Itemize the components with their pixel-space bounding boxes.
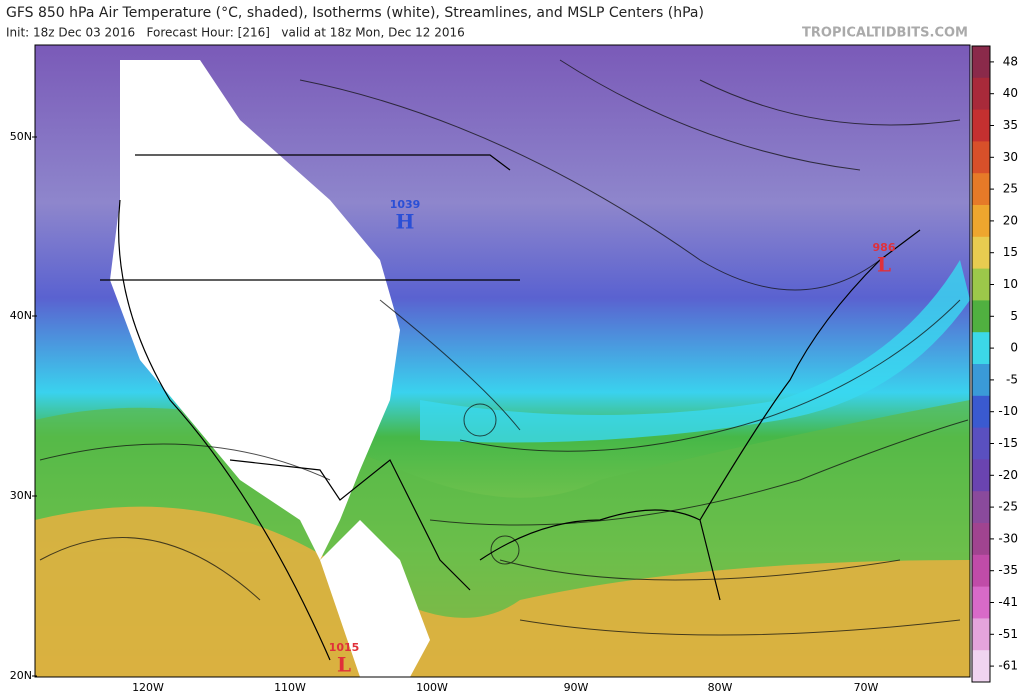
title: GFS 850 hPa Air Temperature (°C, shaded)… [6, 5, 704, 21]
subtitle: Init: 18z Dec 03 2016 Forecast Hour: [21… [6, 26, 465, 40]
lon-label: 100W [416, 681, 448, 694]
lat-label: 50N [10, 130, 32, 143]
colorbar-segment [972, 459, 990, 492]
lon-label: 90W [564, 681, 589, 694]
colorbar-label: 30 [1003, 150, 1018, 164]
colorbar-segment [972, 395, 990, 429]
colorbar-segment [972, 491, 990, 524]
borders [100, 154, 921, 661]
colorbar-label: -35 [998, 563, 1018, 577]
lat-label: 40N [10, 309, 32, 322]
colorbar-label: 5 [1010, 309, 1018, 323]
lon-label: 120W [132, 681, 164, 694]
colorbar-segment [972, 523, 990, 556]
colorbar-segment [972, 364, 990, 397]
colorbar-label: -20 [998, 468, 1018, 482]
colorbar-label: 20 [1003, 213, 1018, 227]
colorbar-label: -5 [1006, 372, 1018, 386]
terrain-mask [110, 60, 400, 560]
streamlines [39, 59, 969, 636]
terrain-mask [320, 520, 430, 677]
colorbar-frame [971, 45, 991, 683]
colorbar-segment [972, 268, 990, 301]
colorbar-segment [972, 173, 990, 206]
colorbar-segment [972, 427, 990, 460]
colorbar-label: 25 [1003, 182, 1018, 196]
colorbar-label: 40 [1003, 86, 1018, 100]
colorbar-segment [972, 586, 990, 619]
colorbar-label: 35 [1003, 118, 1018, 132]
lat-label: 20N [10, 669, 32, 682]
pressure-value: 1015 [329, 641, 360, 654]
pressure-letter: L [877, 253, 891, 277]
colorbar-segment [972, 332, 990, 365]
colorbar-segment [972, 236, 990, 270]
colorbar-label: 0 [1010, 341, 1018, 355]
colorbar-label: -15 [998, 436, 1018, 450]
map-frame [34, 44, 971, 678]
lat-label: 30N [10, 489, 32, 502]
watermark: TROPICALTIDBITS.COM [802, 26, 968, 41]
colorbar-segment [972, 77, 990, 111]
colorbar-label: 10 [1003, 277, 1018, 291]
colorbar-segment [972, 109, 990, 142]
pressure-letter: H [396, 210, 415, 234]
colorbar-segment [972, 46, 990, 79]
pressure-value: 1039 [390, 198, 421, 211]
colorbar-label: -30 [998, 531, 1018, 545]
colorbar-label: -10 [998, 404, 1018, 418]
freezing-band [420, 260, 970, 443]
colorbar-label: 48 [1003, 54, 1018, 68]
lon-label: 110W [274, 681, 306, 694]
colorbar-segment [972, 650, 990, 683]
map [34, 44, 971, 678]
colorbar-segment [972, 205, 990, 238]
colorbar-segment [972, 141, 990, 174]
pressure-value: 986 [873, 241, 896, 254]
colorbar-segment [972, 554, 990, 588]
colorbar-label: 15 [1003, 245, 1018, 259]
colorbar-label: -41 [998, 595, 1018, 609]
lon-label: 70W [854, 681, 879, 694]
hot-field [35, 506, 970, 677]
colorbar-label: -25 [998, 500, 1018, 514]
colorbar-label: -61 [998, 659, 1018, 673]
colorbar-segment [972, 300, 990, 333]
pressure-letter: L [337, 653, 351, 677]
colorbar-label: -51 [998, 627, 1018, 641]
lon-label: 80W [708, 681, 733, 694]
colorbar-segment [972, 618, 990, 651]
